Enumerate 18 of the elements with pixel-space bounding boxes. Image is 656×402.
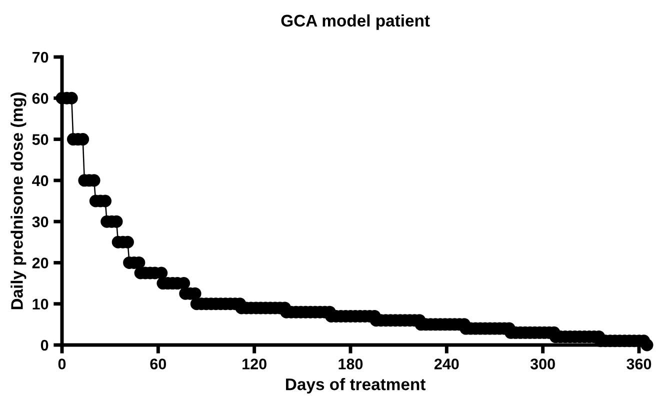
chart-title: GCA model patient bbox=[281, 14, 430, 30]
x-tick-label: 360 bbox=[626, 358, 652, 370]
y-tick-label: 20 bbox=[32, 258, 48, 268]
x-tick-label: 300 bbox=[530, 358, 555, 370]
x-tick-label: 0 bbox=[58, 358, 66, 370]
y-tick-label: 40 bbox=[32, 175, 48, 186]
y-tick-label: 50 bbox=[32, 134, 48, 145]
y-tick-label: 70 bbox=[32, 52, 48, 63]
x-tick-label: 60 bbox=[150, 358, 166, 370]
y-tick-label: 30 bbox=[32, 216, 48, 228]
y-tick-label: 0 bbox=[40, 340, 48, 351]
x-tick-label: 240 bbox=[434, 358, 459, 370]
y-tick-label: 10 bbox=[32, 298, 48, 310]
y-tick-label: 60 bbox=[32, 93, 48, 104]
x-axis-title: Days of treatment bbox=[286, 378, 426, 394]
x-tick-label: 180 bbox=[338, 358, 363, 370]
y-axis-title: Daily prednisone dose (mg) bbox=[10, 92, 26, 310]
x-tick-label: 120 bbox=[242, 358, 266, 370]
